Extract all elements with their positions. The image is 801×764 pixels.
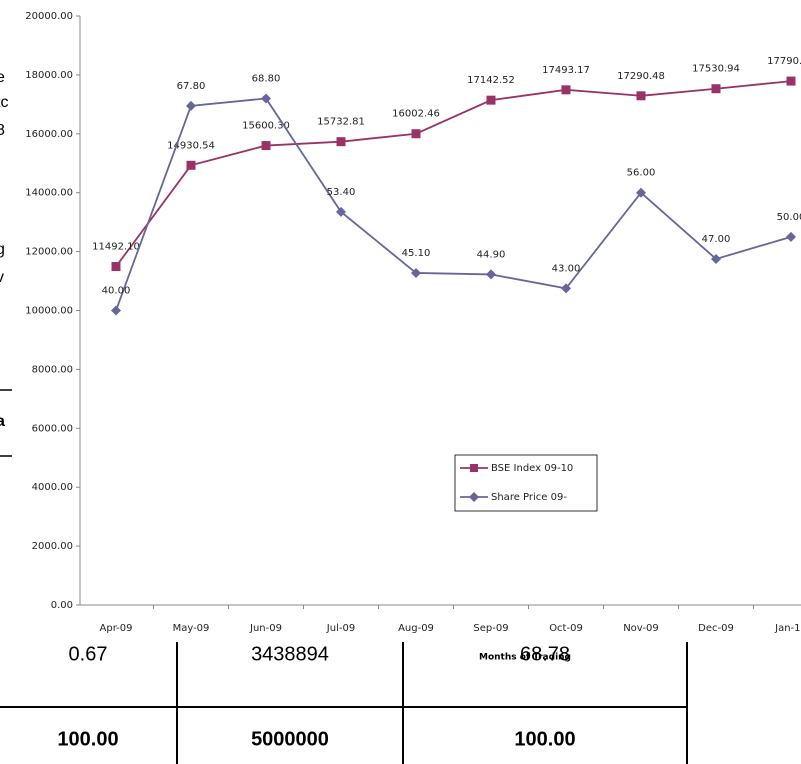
legend-marker	[469, 492, 479, 502]
data-label: 17290.48	[617, 71, 665, 82]
x-tick-label: Dec-09	[698, 623, 734, 634]
table-cell: 0.67	[69, 643, 108, 665]
doc-fragment: 8	[0, 122, 5, 139]
y-tick-label: 10000.00	[25, 306, 73, 317]
data-label: 16002.46	[392, 109, 440, 120]
data-label: 47.00	[702, 234, 731, 245]
data-label: 15732.81	[317, 117, 365, 128]
y-tick-label: 6000.00	[32, 423, 73, 434]
doc-fragment: a	[0, 413, 5, 430]
data-label: 56.00	[627, 168, 656, 179]
point-marker	[186, 160, 196, 170]
y-tick-label: 0.00	[51, 600, 73, 611]
y-tick-label: 12000.00	[25, 247, 73, 258]
point-marker	[111, 305, 121, 316]
point-marker	[786, 76, 796, 86]
point-marker	[111, 262, 121, 272]
legend-label: BSE Index 09-10	[491, 463, 573, 474]
y-tick-label: 14000.00	[25, 188, 73, 199]
series-line	[115, 80, 792, 268]
data-label: 14930.54	[167, 140, 215, 151]
point-marker	[411, 129, 421, 139]
point-marker	[486, 269, 496, 280]
doc-fragment: tc	[0, 94, 8, 111]
series: 11492.10 14930.54 15600.30 15732.81 16002.46…	[92, 56, 801, 272]
series-line	[115, 97, 792, 311]
x-tick-label: May-09	[173, 623, 210, 634]
data-label: 50.00	[777, 212, 801, 223]
table-cell: 68.78	[520, 643, 570, 665]
table-cell: 5000000	[251, 728, 329, 750]
chart-background	[20, 0, 801, 640]
data-label: 53.40	[327, 187, 356, 198]
y-tick-label: 16000.00	[25, 129, 73, 140]
point-marker	[711, 84, 721, 94]
data-label: 17790.00	[767, 56, 801, 67]
data-label: 17142.52	[467, 75, 515, 86]
point-marker	[636, 91, 646, 101]
doc-fragment: g	[0, 241, 5, 258]
doc-fragment: e	[0, 69, 5, 86]
legend-marker	[470, 464, 478, 472]
data-label: 40.00	[102, 286, 131, 297]
data-label: 17530.94	[692, 64, 740, 75]
data-label: 45.10	[402, 248, 431, 259]
point-marker	[711, 253, 721, 264]
point-marker	[561, 85, 571, 95]
table-cell: 100.00	[514, 728, 575, 750]
data-label: 44.90	[477, 249, 506, 260]
point-marker	[186, 100, 196, 111]
y-tick-label: 18000.00	[25, 70, 73, 81]
y-tick-label: 4000.00	[32, 482, 73, 493]
table-cell: 100.00	[57, 728, 118, 750]
series: 40.00 67.80 68.80 53.40 45.10 44.90 43.00 56.00…	[102, 73, 801, 316]
data-label: 67.80	[177, 81, 206, 92]
point-marker	[411, 267, 421, 278]
legend-label: Share Price 09-	[491, 492, 567, 503]
x-tick-label: Jun-09	[249, 623, 282, 634]
data-label: 11492.10	[92, 242, 140, 253]
point-marker	[336, 137, 346, 147]
x-tick-label: Aug-09	[398, 623, 434, 634]
point-marker	[561, 283, 571, 294]
x-tick-label: Nov-09	[623, 623, 659, 634]
x-tick-label: Sep-09	[473, 623, 508, 634]
x-axis-title: Months of Trading	[479, 653, 571, 663]
point-marker	[261, 93, 271, 104]
x-tick-label: Jan-10	[774, 623, 801, 634]
point-marker	[336, 206, 346, 217]
data-label: 43.00	[552, 263, 581, 274]
doc-fragment: v	[0, 269, 4, 286]
y-tick-label: 2000.00	[32, 541, 73, 552]
data-label: 68.80	[252, 73, 281, 84]
x-tick-label: Oct-09	[549, 623, 583, 634]
y-tick-label: 20000.00	[25, 11, 73, 22]
data-label: 15600.30	[242, 121, 290, 132]
data-label: 17493.17	[542, 65, 590, 76]
legend-box	[454, 454, 598, 512]
table-cell: 3438894	[251, 643, 329, 665]
point-marker	[486, 95, 496, 105]
document-table	[0, 642, 688, 764]
x-tick-label: Apr-09	[100, 623, 133, 634]
point-marker	[261, 141, 271, 151]
y-tick-label: 8000.00	[32, 364, 73, 375]
point-marker	[786, 231, 796, 242]
x-tick-label: Jul-09	[326, 623, 355, 634]
point-marker	[636, 187, 646, 198]
